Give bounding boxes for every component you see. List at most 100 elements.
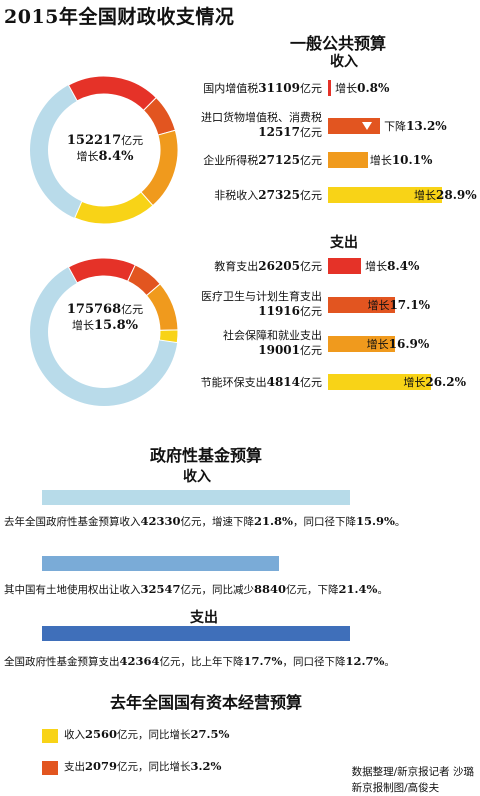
inc-change-pct-1: 13.2% [406, 119, 447, 133]
fund-line2-v1: 32547 [140, 582, 181, 596]
fund-income-heading: 收入 [183, 469, 211, 485]
fund-line2-d: 。 [377, 584, 388, 596]
exp-change-label-2: 增长 [366, 338, 389, 351]
exp-category-3: 节能环保支出 [200, 376, 267, 389]
fund-expense-bar [42, 626, 350, 641]
income-slice-3 [74, 191, 154, 225]
inc-bar-0 [328, 80, 332, 96]
fund-line1-a: 去年全国政府性基金预算收入 [4, 516, 141, 528]
exp-category-2: 社会保障和就业支出 [223, 329, 322, 342]
exp-label-2: 社会保障和就业支出 19001亿元 [223, 329, 322, 358]
fund-line2-c: 亿元，下降 [286, 584, 339, 596]
soe-income-value: 2560 [85, 727, 118, 741]
credit: 数据整理/新京报记者 沙璐 新京报制图/高俊夫 [352, 764, 474, 796]
fund-line3-v3: 12.7% [345, 654, 385, 668]
inc-label-0: 国内增值税31109亿元 [203, 81, 322, 96]
exp-change-label-3: 增长 [403, 376, 426, 389]
exp-label-1: 医疗卫生与计划生育支出 11916亿元 [201, 290, 322, 319]
income-donut-center: 152217亿元 增长8.4% [58, 133, 152, 165]
inc-label-3: 非税收入27325亿元 [214, 188, 322, 203]
fund-line2-a: 其中国有土地使用权出让收入 [4, 584, 141, 596]
exp-bar-1 [328, 297, 396, 313]
inc-change-3: 增长28.9% [414, 187, 477, 204]
inc-bar-1 [328, 118, 381, 134]
inc-change-pct-2: 10.1% [391, 153, 433, 167]
fund-line1-v2: 21.8% [254, 514, 293, 528]
exp-category-0: 教育支出 [214, 260, 259, 273]
income-total-unit: 亿元 [121, 134, 144, 147]
fund-line3-a: 全国政府性基金预算支出 [4, 656, 120, 668]
fund-income-note: 去年全国政府性基金预算收入42330亿元，增速下降21.8%，同口径下降15.9… [4, 514, 405, 529]
fund-line2-b: 亿元，同比减少 [180, 584, 255, 596]
exp-change-2: 增长16.9% [367, 336, 430, 353]
income-change-label: 增长 [76, 150, 99, 163]
soe-expense-note: 支出2079亿元，同比增长3.2% [64, 759, 221, 774]
income-change-value: 8.4% [98, 149, 134, 164]
soe-income-note: 收入2560亿元，同比增长27.5% [64, 727, 229, 742]
fund-line3-v2: 17.7% [243, 654, 283, 668]
fund-line3-d: 。 [384, 656, 395, 668]
income-donut-chart [29, 75, 179, 225]
exp-unit-3: 亿元 [300, 376, 322, 389]
exp-label-0: 教育支出26205亿元 [214, 259, 322, 274]
exp-unit-0: 亿元 [300, 260, 322, 273]
exp-bar-3 [328, 374, 432, 390]
fund-line1-d: 。 [394, 516, 406, 528]
exp-change-3: 增长26.2% [403, 374, 466, 391]
exp-change-1: 增长17.1% [367, 297, 430, 314]
inc-category-3: 非税收入 [214, 189, 259, 202]
inc-change-1: 下降13.2% [384, 118, 447, 135]
expense-donut-center: 175768亿元 增长15.8% [58, 302, 152, 334]
inc-change-2: 增长10.1% [370, 152, 433, 169]
soe-budget-heading: 去年全国国有资本经营预算 [110, 693, 303, 712]
exp-label-3: 节能环保支出4814亿元 [201, 375, 322, 390]
exp-change-pct-0: 8.4% [387, 259, 420, 273]
fund-line2-v2: 8840 [254, 582, 287, 596]
fund-income-bar [42, 490, 350, 505]
exp-value-0: 26205 [258, 259, 300, 273]
inc-change-label-0: 增长 [335, 82, 358, 95]
exp-change-0: 增长8.4% [365, 258, 419, 275]
income-total-value: 152217 [66, 133, 122, 148]
inc-unit-2: 亿元 [300, 154, 322, 167]
page-title: 2015年全国财政收支情况 [4, 6, 235, 28]
soe-expense-swatch [42, 761, 58, 775]
fund-expense-note: 全国政府性基金预算支出42364亿元，比上年下降17.7%，同口径下降12.7%… [4, 654, 395, 669]
expense-slice-0 [67, 257, 136, 284]
soe-expense-value: 2079 [85, 759, 118, 773]
inc-value-1: 12517 [258, 125, 300, 139]
exp-unit-1: 亿元 [300, 305, 322, 318]
fund-line3-v1: 42364 [119, 654, 160, 668]
inc-category-0: 国内增值税 [203, 82, 259, 95]
inc-category-2: 企业所得税 [203, 154, 259, 167]
soe-expense-pct: 3.2% [190, 759, 222, 773]
exp-value-2: 19001 [258, 343, 300, 357]
inc-change-pct-0: 0.8% [357, 81, 390, 95]
income-slice-0 [67, 75, 157, 112]
general-expense-heading: 支出 [330, 235, 358, 251]
fund-expense-heading: 支出 [190, 610, 218, 626]
fund-line1-c: ，同口径下降 [292, 516, 356, 528]
fund-land-note: 其中国有土地使用权出让收入32547亿元，同比减少8840亿元，下降21.4%。 [4, 582, 388, 597]
exp-bar-0 [328, 258, 362, 274]
exp-value-1: 11916 [258, 304, 300, 318]
soe-income-a: 收入 [64, 729, 85, 741]
exp-category-1: 医疗卫生与计划生育支出 [201, 290, 322, 303]
fund-line3-c: ，同口径下降 [282, 656, 346, 668]
inc-change-label-3: 增长 [414, 189, 436, 202]
exp-value-3: 4814 [266, 375, 300, 389]
soe-expense-b: 亿元，同比增长 [117, 761, 191, 773]
soe-income-pct: 27.5% [190, 727, 230, 741]
inc-unit-0: 亿元 [300, 82, 322, 95]
inc-change-0: 增长0.8% [335, 80, 389, 97]
fund-line3-b: 亿元，比上年下降 [159, 656, 244, 668]
expense-change-value: 15.8% [93, 318, 138, 333]
exp-change-pct-1: 17.1% [389, 298, 431, 312]
inc-change-label-2: 增长 [369, 154, 392, 167]
expense-total-value: 175768 [66, 302, 122, 317]
exp-change-pct-3: 26.2% [425, 375, 466, 389]
inc-label-1: 进口货物增值税、消费税 12517亿元 [201, 111, 322, 140]
fund-line1-v3: 15.9% [355, 514, 395, 528]
inc-category-1: 进口货物增值税、消费税 [201, 111, 322, 124]
expense-total-unit: 亿元 [121, 303, 144, 316]
